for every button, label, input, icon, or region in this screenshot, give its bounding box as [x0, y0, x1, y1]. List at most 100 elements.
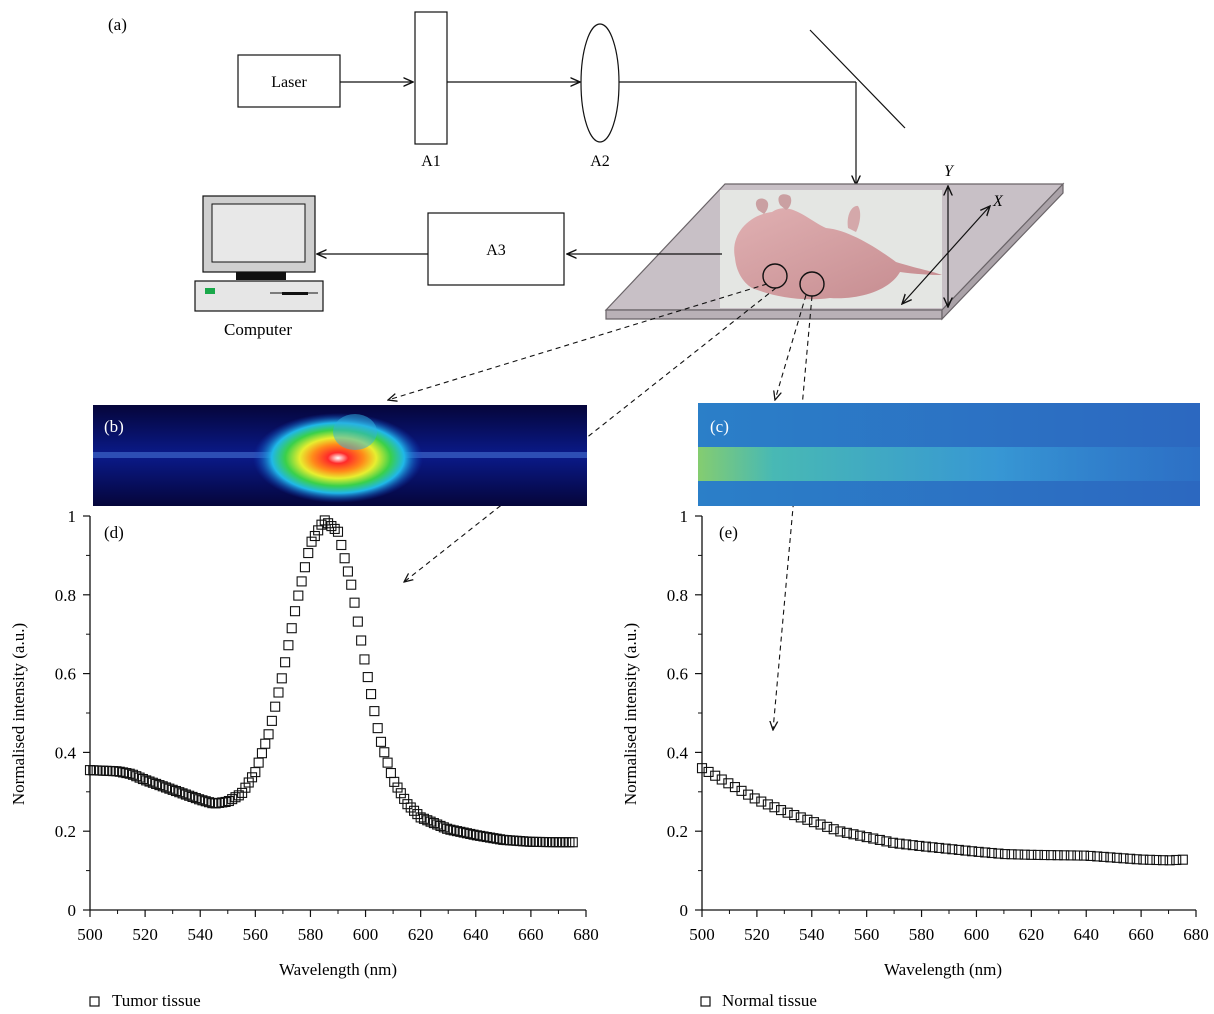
data-point	[118, 767, 129, 778]
y-tick-label: 1	[68, 507, 77, 526]
data-point	[240, 782, 251, 793]
panel-b-label: (b)	[104, 417, 124, 436]
data-point	[1098, 851, 1109, 862]
data-point	[822, 821, 833, 832]
data-point	[531, 836, 542, 847]
data-point	[141, 775, 152, 786]
y-tick-label: 0.8	[55, 586, 76, 605]
data-point	[743, 789, 754, 800]
data-point	[861, 832, 872, 843]
data-point	[887, 837, 899, 848]
data-point	[184, 790, 195, 801]
data-point	[729, 782, 740, 793]
data-point	[280, 657, 291, 668]
data-point	[881, 836, 892, 847]
data-point	[197, 795, 208, 806]
data-point	[319, 515, 330, 526]
y-tick-label: 1	[680, 507, 689, 526]
data-point	[756, 796, 767, 807]
data-point	[151, 778, 162, 789]
data-point	[894, 838, 905, 849]
data-point	[253, 757, 264, 768]
x-tick-label: 500	[689, 925, 715, 944]
data-point	[286, 623, 297, 634]
data-point	[409, 805, 420, 816]
data-point	[405, 802, 416, 813]
laser-box: Laser	[237, 54, 341, 108]
data-point	[323, 518, 334, 529]
data-point	[927, 842, 938, 853]
data-point	[769, 802, 780, 813]
data-point	[940, 843, 951, 854]
data-point	[250, 767, 261, 778]
data-point	[1039, 849, 1050, 861]
data-point	[233, 790, 244, 801]
data-point	[147, 777, 158, 788]
data-point	[144, 776, 155, 787]
data-point	[537, 836, 549, 848]
data-point	[953, 844, 964, 855]
data-point	[356, 635, 367, 646]
data-point	[296, 576, 307, 587]
data-point	[309, 530, 320, 542]
computer-icon	[194, 195, 324, 312]
x-tick-label: 640	[1073, 925, 1099, 944]
x-tick-label: 620	[1019, 925, 1045, 944]
data-point	[494, 834, 506, 845]
data-point	[1006, 849, 1017, 860]
laser-label: Laser	[271, 74, 307, 91]
data-point	[696, 763, 708, 774]
data-point	[782, 807, 793, 818]
data-point	[1078, 850, 1090, 861]
data-point	[101, 765, 112, 776]
data-point	[478, 831, 489, 842]
normal-spectral-image: (c)	[698, 403, 1200, 506]
data-point	[475, 830, 486, 841]
x-tick-label: 500	[77, 925, 103, 944]
data-point	[203, 797, 215, 808]
data-point	[154, 780, 165, 791]
mirror	[809, 29, 906, 129]
data-point	[435, 820, 446, 831]
a3-label: A3	[486, 242, 506, 259]
data-point	[164, 783, 175, 794]
data-point	[907, 840, 918, 851]
data-point	[237, 787, 248, 798]
data-point	[874, 834, 885, 845]
data-point	[293, 590, 304, 601]
data-point	[993, 848, 1004, 859]
data-point	[418, 813, 430, 824]
data-point	[736, 785, 747, 796]
data-point	[402, 799, 413, 810]
panel-e-label: (e)	[719, 523, 738, 542]
data-point	[1177, 854, 1188, 865]
data-point	[349, 597, 360, 608]
data-point	[425, 816, 436, 827]
data-point	[511, 835, 522, 846]
data-point	[266, 715, 277, 726]
data-point	[270, 701, 281, 712]
data-point	[775, 805, 787, 816]
data-point	[339, 553, 350, 564]
data-point	[1118, 853, 1129, 864]
tumor-spectrum-chart: (d) 500 520 540 560 580 600 620 640 660 680 0 0.2 0.…	[9, 507, 599, 979]
data-point	[461, 828, 473, 839]
data-point	[960, 845, 971, 856]
data-point	[986, 847, 997, 859]
data-point	[848, 829, 859, 840]
data-point	[488, 833, 499, 844]
data-point	[716, 774, 727, 785]
data-point	[762, 799, 773, 810]
panel-a-label: (a)	[108, 15, 127, 34]
x-tick-label: 520	[132, 925, 158, 944]
data-point	[1072, 850, 1083, 861]
data-point	[554, 837, 565, 848]
data-point	[973, 846, 984, 857]
data-point	[379, 747, 390, 758]
data-point	[841, 827, 852, 838]
x-tick-label: 660	[518, 925, 544, 944]
x-tick-label: 580	[909, 925, 935, 944]
x-tick-label: 540	[187, 925, 213, 944]
data-point	[104, 765, 115, 777]
stage-axes	[902, 186, 990, 307]
